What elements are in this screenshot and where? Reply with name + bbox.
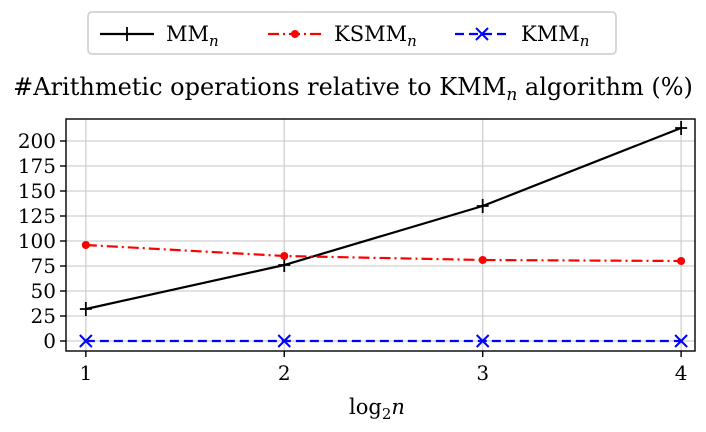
x-axis-label-text: log — [349, 395, 382, 419]
legend-label-ksmm: KSMMn — [334, 22, 417, 50]
data-point-ksmm-1 — [81, 241, 90, 249]
data-point-ksmm-2 — [280, 252, 289, 260]
legend-marker-ksmm — [291, 30, 299, 38]
data-point-kmm-4 — [674, 334, 688, 348]
x-axis-label-subscript: 2 — [382, 405, 392, 423]
legend-marker-kmm — [475, 27, 489, 41]
y-tick-label-150: 150 — [18, 179, 56, 203]
series-line-mm — [85, 126, 682, 311]
legend-label-kmm: KMMn — [521, 22, 589, 50]
y-tick-label-200: 200 — [18, 129, 56, 153]
chart-title-text: #Arithmetic operations relative to KMM — [13, 73, 506, 101]
x-tick-label-3: 3 — [476, 361, 489, 385]
data-point-kmm-2 — [277, 334, 291, 348]
y-tick-label-125: 125 — [18, 204, 56, 228]
x-tick-label-4: 4 — [675, 361, 688, 385]
data-point-kmm-3 — [475, 334, 490, 348]
x-axis-label-variable: n — [391, 395, 405, 419]
legend-marker-mm — [121, 27, 133, 41]
y-tick-label-0: 0 — [43, 329, 56, 353]
plot-frame — [65, 118, 696, 352]
legend: MMn KSMMn KMMn — [87, 11, 617, 55]
x-axis-label: log2n — [349, 395, 405, 423]
y-tick-label-175: 175 — [18, 154, 56, 178]
chart-title: #Arithmetic operations relative to KMMn … — [13, 73, 693, 105]
series-layer — [79, 121, 688, 348]
data-point-ksmm-3 — [478, 256, 487, 264]
y-tick-label-75: 75 — [31, 254, 56, 278]
x-tick-label-2: 2 — [278, 361, 291, 385]
data-point-mm-4 — [675, 121, 688, 135]
y-tick-label-100: 100 — [18, 229, 56, 253]
data-point-kmm-1 — [79, 334, 93, 348]
legend-label-mm: MMn — [166, 22, 219, 50]
grid — [66, 119, 695, 351]
data-point-mm-1 — [79, 302, 92, 316]
data-point-mm-2 — [278, 258, 291, 272]
y-tick-label-25: 25 — [31, 304, 56, 328]
chart-title-suffix: algorithm (%) — [517, 73, 693, 101]
chart-title-subscript: n — [506, 85, 517, 105]
legend-frame — [87, 11, 617, 55]
data-point-ksmm-4 — [677, 257, 686, 265]
y-tick-label-50: 50 — [31, 279, 56, 303]
x-tick-label-1: 1 — [79, 361, 92, 385]
data-point-mm-3 — [476, 199, 489, 213]
series-line-ksmm — [85, 243, 682, 263]
